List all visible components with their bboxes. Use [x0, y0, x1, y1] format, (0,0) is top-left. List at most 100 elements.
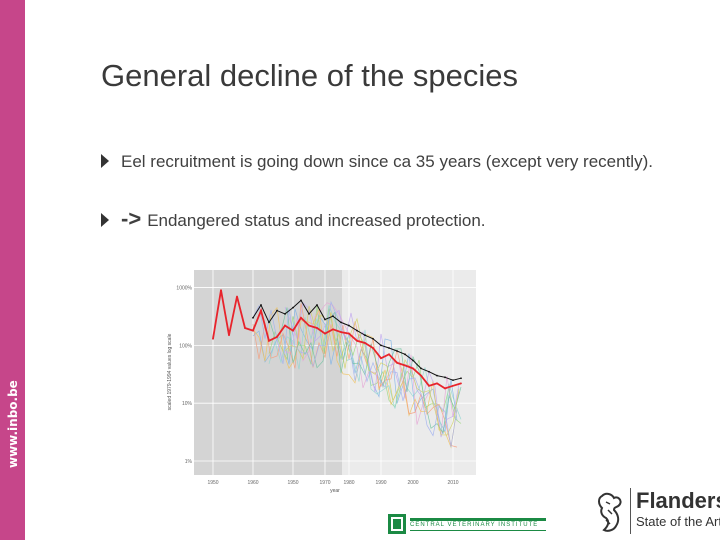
background-series-line [268, 307, 462, 434]
bullet-2: -> Endangered status and increased protec… [101, 208, 486, 232]
shaded-region [194, 270, 342, 475]
series-point [228, 334, 230, 337]
series-point [276, 309, 278, 312]
bullet-1-text: Eel recruitment is going down since ca 3… [121, 152, 653, 171]
series-point [420, 367, 422, 370]
series-point [308, 313, 310, 315]
series-point [252, 329, 254, 332]
background-series-line [252, 306, 458, 449]
series-point [420, 374, 422, 377]
series-point [372, 347, 374, 349]
x-tick-label: 1990 [375, 480, 386, 486]
series-point [436, 374, 438, 377]
x-tick-label: 1960 [247, 480, 258, 486]
series-point [340, 331, 342, 333]
flanders-tagline: State of the Art [636, 514, 720, 529]
series-point [340, 321, 342, 324]
series-point [412, 367, 414, 370]
series-point [428, 384, 430, 387]
sidebar-url: www.inbo.be [6, 380, 20, 468]
bullet-triangle-icon [101, 213, 109, 227]
series-point [324, 332, 326, 335]
slide-title: General decline of the species [101, 58, 519, 93]
series-point [364, 342, 366, 344]
series-point [284, 324, 286, 327]
flanders-logo: Flanders State of the Art [592, 484, 720, 540]
bullet-2-text: Endangered status and increased protecti… [147, 211, 486, 230]
background-series-line [252, 303, 458, 448]
series-point [428, 370, 430, 373]
series-point [292, 329, 294, 332]
series-point [212, 337, 214, 340]
series-point [300, 299, 302, 302]
series-point [444, 376, 446, 379]
bullet-triangle-icon [101, 154, 109, 168]
series-point [220, 289, 222, 292]
sidebar-strip: www.inbo.be [0, 0, 25, 540]
series-point [356, 339, 358, 342]
x-tick-label: 1950 [287, 480, 298, 486]
series-point [452, 379, 454, 382]
series-point [396, 350, 398, 352]
series-point [308, 324, 310, 327]
series-point [364, 334, 366, 337]
series-point [396, 361, 398, 364]
series-point [404, 364, 406, 367]
series-point [300, 316, 302, 319]
series-point [244, 327, 246, 329]
series-point [260, 304, 262, 306]
series-point [292, 306, 294, 309]
series-point [404, 353, 406, 356]
series-point [388, 347, 390, 349]
x-tick-label: 2010 [447, 480, 458, 486]
cvi-logo-text: CENTRAL VETERINARY INSTITUTE [410, 522, 539, 528]
flanders-lion-icon [598, 492, 622, 532]
background-series-line [284, 302, 460, 438]
series-point [260, 309, 262, 312]
series-point [412, 359, 414, 362]
series-point [460, 377, 462, 380]
background-series-line [284, 305, 460, 436]
cvi-logo: CENTRAL VETERINARY INSTITUTE [388, 512, 548, 538]
series-point [332, 315, 334, 318]
series-point [348, 324, 350, 327]
series-point [332, 328, 334, 331]
y-tick-labels: 1000% 100% 10% 1% [176, 286, 192, 465]
series-point [276, 336, 278, 338]
series-point [324, 318, 326, 321]
series-point [268, 321, 270, 324]
flanders-name: Flanders [636, 488, 720, 513]
series-point [316, 327, 318, 329]
x-tick-label: 1970 [319, 480, 330, 486]
series-point [372, 337, 374, 340]
series-point [444, 387, 446, 390]
y-tick-label: 10% [182, 401, 193, 407]
series-point [236, 295, 238, 298]
y-axis-label: scaled 1979-1994 values log scale [167, 333, 173, 410]
series-point [252, 316, 254, 319]
series-point [388, 353, 390, 356]
series-point [452, 384, 454, 387]
y-tick-label: 1% [185, 459, 193, 465]
x-tick-label: 1980 [343, 480, 354, 486]
grid-lines [194, 270, 476, 475]
x-tick-labels: 1950 1960 1950 1970 1980 1990 2000 2010 [207, 480, 458, 486]
bullet-2-arrow: -> [121, 206, 142, 231]
series-point [284, 313, 286, 315]
eel-recruitment-chart: 1000% 100% 10% 1% 1950 1960 1950 1970 1980 1990 2… [165, 262, 478, 502]
series-line-0 [212, 290, 462, 390]
x-tick-label: 2000 [407, 480, 418, 486]
series-point [356, 329, 358, 332]
series-group [212, 289, 462, 449]
series-point [460, 382, 462, 385]
series-point [436, 382, 438, 385]
series-point [380, 357, 382, 360]
series-point [316, 304, 318, 306]
x-tick-label: 1950 [207, 480, 218, 486]
y-tick-label: 100% [179, 343, 192, 349]
bullet-1: Eel recruitment is going down since ca 3… [101, 151, 681, 173]
series-point [268, 339, 270, 342]
series-point [380, 344, 382, 347]
series-point [348, 332, 350, 335]
x-axis-label: year [330, 488, 340, 494]
